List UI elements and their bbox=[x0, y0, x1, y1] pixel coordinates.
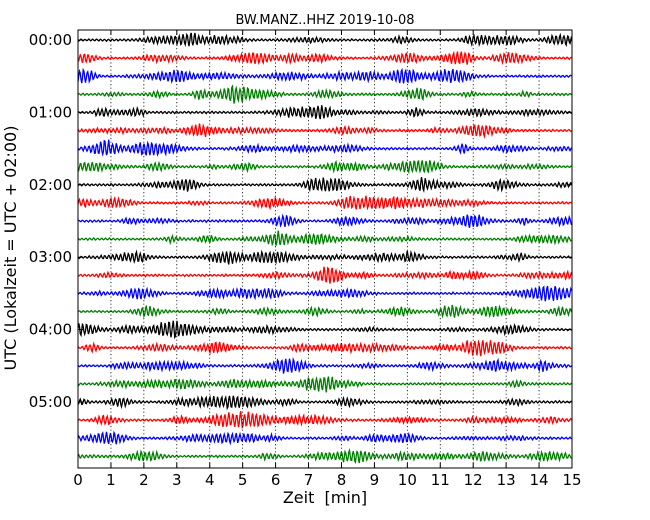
y-axis: 00:00 01:00 02:00 03:00 04:00 05:00 bbox=[29, 31, 572, 411]
x-tick-label-7: 7 bbox=[304, 471, 314, 489]
x-tick-label-10: 10 bbox=[398, 471, 417, 489]
x-tick-label-1: 1 bbox=[106, 471, 116, 489]
y-tick-label-2: 02:00 bbox=[29, 176, 72, 194]
x-tick-label-0: 0 bbox=[73, 471, 83, 489]
trace-12 bbox=[77, 249, 573, 265]
x-tick-label-12: 12 bbox=[464, 471, 483, 489]
trace-16 bbox=[77, 320, 572, 340]
grid-group bbox=[110, 30, 540, 468]
x-tick-label-8: 8 bbox=[337, 471, 347, 489]
y-tick-label-0: 00:00 bbox=[29, 31, 72, 49]
trace-21 bbox=[77, 411, 573, 430]
trace-18 bbox=[77, 356, 573, 374]
trace-13 bbox=[77, 266, 573, 284]
x-tick-label-5: 5 bbox=[238, 471, 248, 489]
x-tick-label-15: 15 bbox=[562, 471, 581, 489]
y-tick-label-5: 05:00 bbox=[29, 393, 72, 411]
trace-1 bbox=[77, 50, 572, 66]
x-tick-label-3: 3 bbox=[172, 471, 182, 489]
trace-20 bbox=[77, 394, 572, 411]
trace-7 bbox=[77, 159, 572, 175]
trace-2 bbox=[77, 67, 572, 84]
chart-title: BW.MANZ..HHZ 2019-10-08 bbox=[235, 13, 414, 28]
trace-11 bbox=[77, 230, 573, 247]
x-tick-label-2: 2 bbox=[139, 471, 149, 489]
trace-15 bbox=[77, 304, 573, 319]
trace-4 bbox=[77, 105, 572, 120]
trace-3 bbox=[77, 84, 573, 104]
x-tick-label-6: 6 bbox=[271, 471, 281, 489]
x-axis-label: Zeit [min] bbox=[283, 488, 367, 507]
x-tick-label-11: 11 bbox=[431, 471, 450, 489]
x-axis: 0 1 2 3 4 5 6 7 8 9 10 11 12 13 14 15 bbox=[73, 30, 582, 489]
plot-frame bbox=[77, 29, 573, 469]
trace-10 bbox=[77, 213, 573, 228]
x-tick-label-9: 9 bbox=[370, 471, 380, 489]
y-axis-label: UTC (Lokalzeit = UTC + 02:00) bbox=[1, 126, 20, 371]
x-tick-label-4: 4 bbox=[205, 471, 215, 489]
trace-17 bbox=[77, 339, 572, 357]
trace-22 bbox=[77, 430, 572, 446]
trace-23 bbox=[77, 447, 572, 465]
trace-6 bbox=[77, 139, 573, 157]
y-tick-label-1: 01:00 bbox=[29, 103, 72, 121]
trace-14 bbox=[77, 285, 573, 302]
trace-19 bbox=[77, 376, 573, 393]
trace-0 bbox=[77, 32, 573, 48]
y-tick-label-4: 04:00 bbox=[29, 321, 72, 339]
trace-9 bbox=[77, 195, 572, 211]
x-tick-label-14: 14 bbox=[530, 471, 549, 489]
trace-8 bbox=[77, 176, 573, 193]
x-tick-label-13: 13 bbox=[497, 471, 516, 489]
trace-5 bbox=[77, 123, 572, 139]
y-tick-label-3: 03:00 bbox=[29, 248, 72, 266]
traces-group bbox=[77, 32, 573, 465]
